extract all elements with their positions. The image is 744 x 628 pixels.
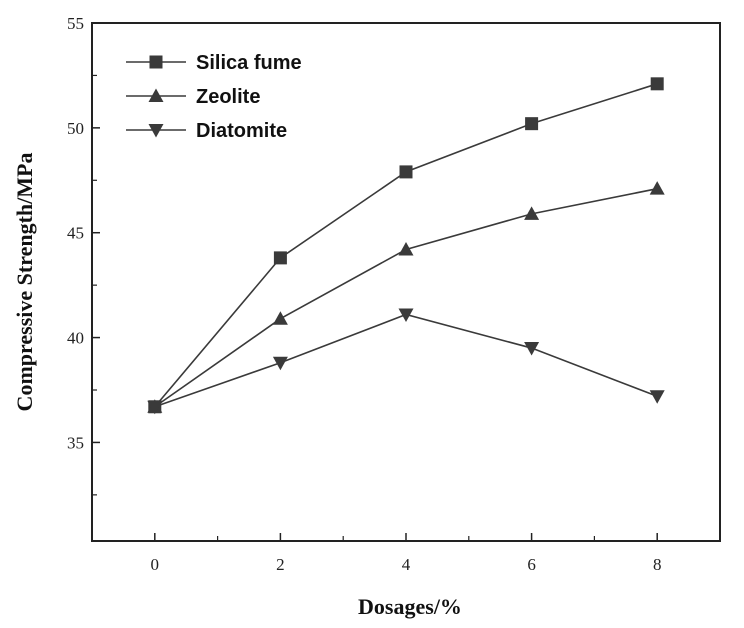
y-tick-label: 50 xyxy=(67,119,84,138)
x-tick-label: 8 xyxy=(653,555,662,574)
legend-label-silica-fume: Silica fume xyxy=(196,52,302,74)
x-tick-label: 6 xyxy=(527,555,536,574)
y-tick-label: 35 xyxy=(67,433,84,452)
data-point-zeolite xyxy=(649,181,665,195)
data-point-zeolite xyxy=(398,241,414,256)
series-line-diatomite xyxy=(154,313,658,408)
y-tick-label: 55 xyxy=(67,14,84,33)
x-tick-label: 4 xyxy=(402,555,411,574)
legend-marker-silica-fume xyxy=(149,55,163,69)
data-point-silica-fume xyxy=(525,117,539,131)
series-markers xyxy=(147,77,665,415)
y-tick-label: 40 xyxy=(67,329,84,348)
legend-marker-diatomite xyxy=(148,124,164,138)
x-axis-title: Dosages/% xyxy=(358,594,462,619)
x-tick-label: 2 xyxy=(276,555,285,574)
data-point-silica-fume xyxy=(650,77,664,91)
data-point-diatomite xyxy=(272,356,288,371)
legend: Silica fume Zeolite Diatomite xyxy=(126,52,302,142)
legend-label-zeolite: Zeolite xyxy=(196,86,260,108)
data-point-zeolite xyxy=(272,311,288,325)
data-point-diatomite xyxy=(147,400,163,415)
x-tick-label: 0 xyxy=(151,555,160,574)
legend-label-diatomite: Diatomite xyxy=(196,120,287,142)
legend-marker-zeolite xyxy=(148,88,164,102)
y-axis-title: Compressive Strength/MPa xyxy=(12,153,37,412)
plot-frame xyxy=(91,22,721,542)
data-point-diatomite xyxy=(649,390,665,404)
series-line-zeolite xyxy=(154,187,658,408)
data-point-diatomite xyxy=(398,308,414,323)
y-tick-label: 45 xyxy=(67,224,84,243)
y-axis-ticks: 35 40 45 50 55 xyxy=(67,14,100,496)
data-point-diatomite xyxy=(524,342,540,356)
data-point-silica-fume xyxy=(399,165,413,179)
x-axis-ticks: 0 2 4 6 8 xyxy=(151,533,662,574)
data-point-silica-fume xyxy=(273,251,287,265)
data-point-zeolite xyxy=(524,206,540,220)
